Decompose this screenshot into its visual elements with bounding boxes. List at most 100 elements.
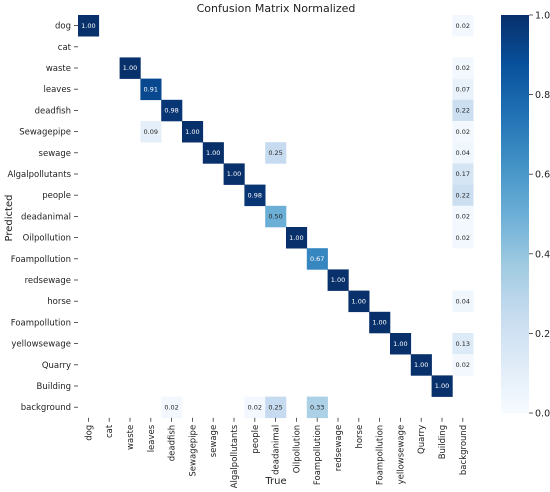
heatmap-cell <box>306 248 328 270</box>
heatmap-cell <box>327 269 349 291</box>
x-tick-label: people <box>251 425 261 454</box>
heatmap-cell <box>452 163 474 185</box>
heatmap-cell <box>119 57 141 79</box>
x-tick-label: deadfish <box>168 425 178 461</box>
cell-value-label: 0.04 <box>456 297 470 305</box>
cell-value-label: 0.50 <box>268 213 282 221</box>
heatmap-cell <box>348 290 370 313</box>
y-tick-label: horse <box>47 297 71 307</box>
x-tick-label: Quarry <box>417 425 427 454</box>
y-axis-label: Predicted <box>4 195 15 242</box>
colorbar-tick-label: 1.0 <box>535 11 550 22</box>
heatmap-cell <box>452 15 474 37</box>
y-tick-label: waste <box>46 64 71 74</box>
x-tick-label: yellowsewage <box>396 425 406 485</box>
heatmap-cell <box>431 375 453 397</box>
cell-value-label: 0.33 <box>310 403 324 411</box>
x-tick-label: redsewage <box>334 425 344 471</box>
cell-value-label: 0.25 <box>268 403 282 411</box>
x-tick-label: cat <box>105 424 115 438</box>
y-axis-ticks: dog cat waste leaves deadfish Sewagepipe sewag… <box>7 22 78 413</box>
x-axis-ticks: dog cat waste leaves deadfish Sewagepipe sewag… <box>84 417 469 488</box>
heatmap-cells <box>78 15 474 419</box>
heatmap-cell <box>223 163 245 185</box>
cell-value-label: 0.02 <box>456 234 470 242</box>
heatmap-cell <box>410 354 432 376</box>
cell-value-label: 1.00 <box>331 276 345 284</box>
y-tick-label: Quarry <box>42 361 71 371</box>
cell-value-label: 0.17 <box>456 170 470 178</box>
cell-value-label: 0.91 <box>144 85 158 93</box>
heatmap-cell <box>452 78 474 101</box>
y-tick-label: deadanimal <box>21 212 71 222</box>
x-tick-label: waste <box>126 425 136 450</box>
colorbar-ticks: 0.0 0.2 0.4 0.6 0.8 1.0 <box>529 11 550 420</box>
cell-value-label: 0.04 <box>456 149 470 157</box>
y-tick-label: leaves <box>44 85 72 95</box>
heatmap-cell <box>244 396 266 419</box>
colorbar-tick-label: 0.0 <box>535 409 550 420</box>
heatmap-cell <box>452 142 474 164</box>
heatmap-cell <box>452 99 474 122</box>
x-tick-label: dog <box>84 425 94 441</box>
heatmap-cell <box>140 121 162 143</box>
cell-value-label: 0.09 <box>144 128 158 136</box>
cell-value-label: 0.02 <box>164 403 178 411</box>
x-tick-label: horse <box>355 425 365 449</box>
heatmap-cell <box>452 290 474 313</box>
heatmap-cell <box>452 184 474 207</box>
heatmap-cell <box>390 333 412 355</box>
heatmap-cell-labels: 1.00 0.02 1.00 0.02 0.91 0.07 0.98 0.22 0.09 1.00… <box>81 22 470 412</box>
cell-value-label: 0.02 <box>456 361 470 369</box>
heatmap-cell <box>369 311 391 334</box>
cell-value-label: 1.00 <box>372 319 386 327</box>
colorbar-tick-label: 0.8 <box>535 90 550 101</box>
cell-value-label: 0.07 <box>456 85 470 93</box>
heatmap-cell <box>202 142 224 164</box>
y-tick-label: dog <box>55 22 71 32</box>
x-tick-label: deadanimal <box>272 425 282 475</box>
cell-value-label: 1.00 <box>227 170 241 178</box>
heatmap-cell <box>265 396 287 419</box>
heatmap-cell <box>265 205 287 228</box>
cell-value-label: 1.00 <box>414 361 428 369</box>
colorbar <box>501 15 529 413</box>
heatmap-cell <box>452 205 474 228</box>
heatmap-cell <box>452 333 474 355</box>
cell-value-label: 0.02 <box>456 22 470 30</box>
y-tick-label: deadfish <box>35 106 71 116</box>
cell-value-label: 0.02 <box>456 128 470 136</box>
x-tick-label: Oilpollution <box>292 425 302 473</box>
colorbar-tick-label: 0.2 <box>535 329 550 340</box>
heatmap-cell <box>78 15 100 37</box>
cell-value-label: 0.67 <box>310 255 324 263</box>
cell-value-label: 0.02 <box>456 64 470 72</box>
heatmap-cell <box>182 121 204 143</box>
y-tick-label: Sewagepipe <box>19 128 71 138</box>
heatmap-cell <box>140 78 162 101</box>
x-tick-label: Algalpollutants <box>230 424 240 488</box>
x-tick-label: background <box>459 425 469 475</box>
heatmap-cell <box>161 396 183 419</box>
heatmap-cell <box>161 99 183 122</box>
heatmap-cell <box>452 227 474 249</box>
y-tick-label: sewage <box>39 149 71 159</box>
cell-value-label: 1.00 <box>393 340 407 348</box>
heatmap-cell <box>452 57 474 79</box>
cell-value-label: 0.13 <box>456 340 470 348</box>
y-tick-label: Oilpollution <box>23 234 71 244</box>
colorbar-tick-label: 0.6 <box>535 170 550 181</box>
cell-value-label: 1.00 <box>185 128 199 136</box>
y-tick-label: Foampollution <box>11 255 71 265</box>
cell-value-label: 1.00 <box>81 22 95 30</box>
cell-value-label: 1.00 <box>123 64 137 72</box>
cell-value-label: 1.00 <box>206 149 220 157</box>
x-tick-label: sewage <box>209 425 219 457</box>
cell-value-label: 0.98 <box>248 191 262 199</box>
cell-value-label: 1.00 <box>352 297 366 305</box>
cell-value-label: 0.25 <box>268 149 282 157</box>
cell-value-label: 0.22 <box>456 107 470 115</box>
cell-value-label: 0.02 <box>456 213 470 221</box>
cell-value-label: 0.98 <box>164 107 178 115</box>
